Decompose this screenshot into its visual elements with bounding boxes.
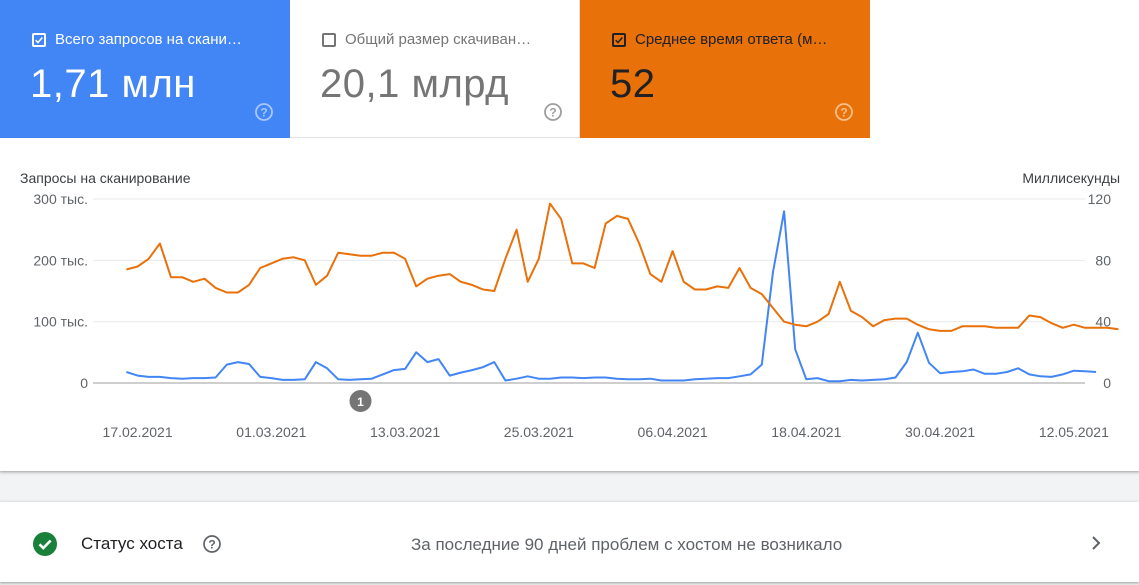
checked-checkbox-icon[interactable] bbox=[32, 32, 46, 47]
help-icon[interactable]: ? bbox=[202, 534, 222, 554]
crawl-chart: Запросы на сканирование Миллисекунды 300… bbox=[0, 138, 1139, 471]
right-tick-label: 120 bbox=[1088, 191, 1112, 207]
left-axis-title: Запросы на сканирование bbox=[20, 170, 191, 186]
checked-checkbox-icon[interactable] bbox=[612, 32, 626, 47]
svg-text:?: ? bbox=[549, 105, 556, 119]
x-tick-label: 01.03.2021 bbox=[236, 424, 306, 440]
help-icon[interactable]: ? bbox=[543, 102, 563, 122]
x-tick-label: 25.03.2021 bbox=[504, 424, 574, 440]
host-status-message: За последние 90 дней проблем с хостом не… bbox=[411, 535, 843, 554]
x-tick-label: 17.02.2021 bbox=[103, 424, 173, 440]
annotation-label: 1 bbox=[357, 395, 364, 409]
metric-value: 52 bbox=[610, 62, 656, 106]
x-tick-label: 13.03.2021 bbox=[370, 424, 440, 440]
svg-text:?: ? bbox=[208, 537, 215, 551]
unchecked-checkbox-icon[interactable] bbox=[322, 32, 336, 47]
annotation-marker[interactable]: 1 bbox=[349, 390, 372, 412]
help-icon[interactable]: ? bbox=[254, 102, 274, 122]
annotation-circle bbox=[349, 390, 372, 412]
x-tick-label: 30.04.2021 bbox=[905, 424, 975, 440]
metric-response-time[interactable]: Среднее время ответа (м… 52 ? bbox=[580, 0, 870, 138]
metric-label: Общий размер скачиван… bbox=[345, 31, 532, 48]
right-tick-label: 80 bbox=[1095, 252, 1111, 268]
metric-value: 20,1 млрд bbox=[320, 62, 509, 106]
left-tick-label: 100 тыс. bbox=[33, 314, 88, 330]
svg-text:?: ? bbox=[260, 105, 267, 119]
x-tick-label: 06.04.2021 bbox=[638, 424, 708, 440]
metric-value: 1,71 млн bbox=[30, 62, 196, 106]
metric-label: Среднее время ответа (м… bbox=[635, 31, 828, 48]
svg-text:?: ? bbox=[840, 105, 847, 119]
requests-series-line bbox=[126, 210, 1097, 383]
left-tick-label: 0 bbox=[80, 375, 88, 391]
chevron-right-icon[interactable] bbox=[1086, 533, 1106, 553]
left-tick-label: 300 тыс. bbox=[33, 191, 88, 207]
host-status-row[interactable]: Статус хоста ? За последние 90 дней проб… bbox=[0, 502, 1139, 582]
help-icon[interactable]: ? bbox=[834, 102, 854, 122]
left-tick-label: 200 тыс. bbox=[33, 252, 88, 268]
x-tick-label: 18.04.2021 bbox=[771, 424, 841, 440]
right-tick-label: 0 bbox=[1103, 375, 1111, 391]
right-axis-title: Миллисекунды bbox=[1022, 170, 1120, 186]
response-time-series-line bbox=[126, 202, 1119, 332]
metric-download-size[interactable]: Общий размер скачиван… 20,1 млрд ? bbox=[290, 0, 580, 138]
metric-label: Всего запросов на скани… bbox=[55, 31, 242, 48]
metric-total-requests[interactable]: Всего запросов на скани… 1,71 млн ? bbox=[0, 0, 290, 138]
host-status-title: Статус хоста bbox=[81, 534, 183, 553]
crawl-stats-card: Всего запросов на скани… 1,71 млн ? Общи… bbox=[0, 0, 1139, 471]
chart-svg: Запросы на сканирование Миллисекунды 300… bbox=[20, 170, 1120, 440]
right-tick-label: 40 bbox=[1095, 314, 1111, 330]
check-circle-icon bbox=[33, 532, 57, 556]
x-tick-label: 12.05.2021 bbox=[1039, 424, 1109, 440]
